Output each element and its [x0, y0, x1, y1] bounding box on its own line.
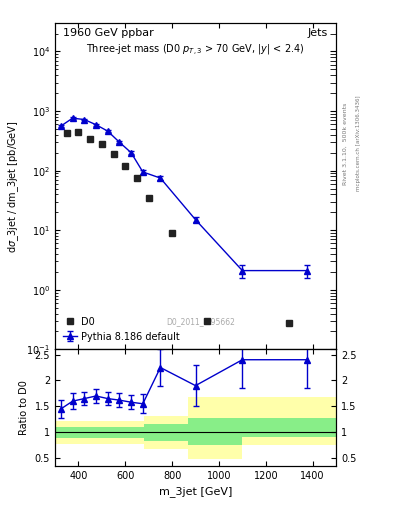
Bar: [242, 397, 336, 445]
Text: Three-jet mass (D0 $p_{T,3}$ > 70 GeV, $|y|$ < 2.4): Three-jet mass (D0 $p_{T,3}$ > 70 GeV, $…: [86, 42, 305, 57]
Bar: [189, 418, 242, 445]
Y-axis label: d$\sigma$_3jet / dm_3jet [pb/GeV]: d$\sigma$_3jet / dm_3jet [pb/GeV]: [6, 120, 21, 252]
Legend: D0, Pythia 8.186 default: D0, Pythia 8.186 default: [60, 314, 183, 345]
D0: [287, 319, 292, 326]
Bar: [55, 421, 144, 443]
Text: D0_2011_I895662: D0_2011_I895662: [167, 317, 235, 327]
Y-axis label: Ratio to D0: Ratio to D0: [19, 380, 29, 435]
D0: [146, 195, 151, 201]
D0: [170, 230, 174, 236]
D0: [135, 175, 140, 181]
X-axis label: m_3jet [GeV]: m_3jet [GeV]: [159, 486, 232, 497]
Line: D0: D0: [64, 129, 292, 326]
Text: Rivet 3.1.10,  500k events: Rivet 3.1.10, 500k events: [343, 102, 348, 184]
D0: [76, 129, 81, 135]
Text: Jets: Jets: [307, 28, 328, 38]
D0: [88, 136, 92, 142]
Bar: [55, 426, 144, 438]
Bar: [144, 424, 189, 441]
Bar: [189, 397, 242, 459]
Text: mcplots.cern.ch [arXiv:1306.3436]: mcplots.cern.ch [arXiv:1306.3436]: [356, 96, 361, 191]
D0: [64, 131, 69, 137]
D0: [111, 151, 116, 157]
Bar: [144, 416, 189, 449]
D0: [123, 163, 128, 169]
Text: 1960 GeV ppbar: 1960 GeV ppbar: [63, 28, 154, 38]
D0: [205, 318, 209, 324]
D0: [99, 141, 104, 147]
Bar: [242, 418, 336, 437]
